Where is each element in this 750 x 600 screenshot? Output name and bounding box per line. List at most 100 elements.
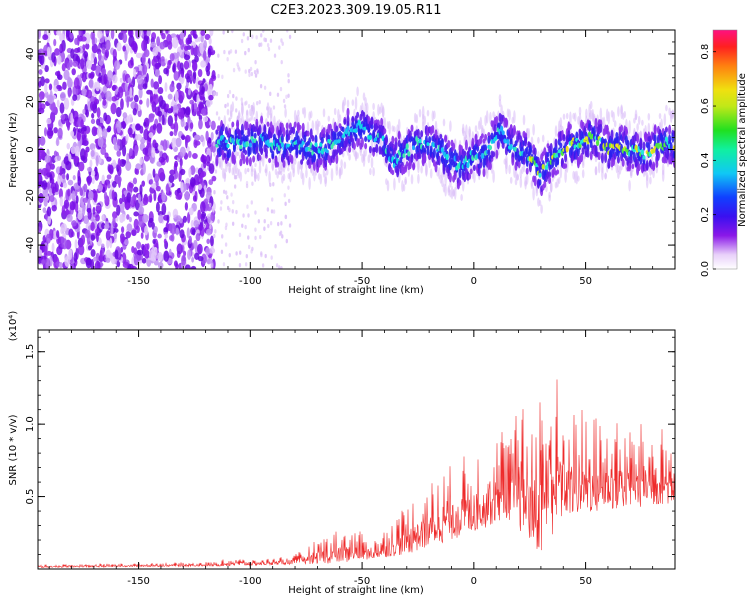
noise-blob: [101, 214, 105, 221]
noise-blob: [44, 155, 51, 163]
halo-blob: [244, 168, 247, 175]
band-blob: [525, 167, 529, 175]
band-blob: [370, 117, 374, 125]
band-blob: [255, 146, 259, 154]
noise-blob: [46, 127, 54, 139]
speckle-blob: [246, 36, 250, 41]
halo-blob: [417, 158, 420, 171]
noise-blob: [130, 57, 134, 66]
speckle-blob: [247, 167, 250, 173]
halo-blob: [508, 109, 511, 121]
band-blob: [562, 134, 566, 140]
spectrogram-ylabel: Frequency (Hz): [8, 112, 19, 188]
noise-blob: [152, 168, 156, 178]
noise-blob: [133, 94, 139, 103]
noise-blob: [77, 175, 82, 187]
noise-blob: [48, 83, 53, 91]
band-blob: [482, 167, 486, 178]
halo-blob: [386, 180, 390, 192]
noise-blob: [194, 55, 199, 63]
noise-blob: [84, 149, 88, 159]
band-blob: [258, 124, 262, 135]
halo-blob: [351, 99, 355, 107]
noise-blob: [57, 174, 62, 186]
band-blob: [624, 129, 628, 135]
band-blob: [432, 147, 436, 158]
noise-blob: [174, 112, 178, 123]
speckle-blob: [251, 181, 254, 186]
band-blob: [586, 148, 590, 158]
band-blob: [567, 121, 571, 133]
band-blob: [268, 158, 272, 164]
noise-blob: [151, 32, 157, 41]
noise-blob: [53, 38, 57, 47]
noise-blob: [45, 162, 52, 173]
spectrogram-xtick-label: -50: [354, 276, 370, 287]
halo-blob: [562, 113, 566, 120]
noise-blob: [179, 217, 183, 224]
speckle-blob: [248, 68, 251, 74]
speckle-blob: [288, 34, 292, 40]
noise-blob: [156, 36, 161, 47]
noise-blob: [172, 104, 179, 115]
band-blob: [397, 130, 401, 141]
noise-blob: [127, 77, 132, 84]
noise-blob: [203, 39, 207, 50]
speckle-blob: [253, 69, 257, 75]
noise-blob: [53, 150, 58, 157]
speckle-blob: [281, 41, 284, 46]
noise-blob: [116, 204, 121, 216]
speckle-blob: [254, 59, 257, 65]
noise-blob: [161, 114, 165, 126]
halo-blob: [308, 177, 311, 190]
speckle-blob: [250, 249, 253, 254]
noise-blob: [86, 89, 93, 99]
noise-blob: [51, 155, 57, 164]
halo-blob: [565, 159, 569, 173]
noise-blob: [190, 219, 195, 228]
noise-blob: [200, 201, 206, 214]
speckle-blob: [287, 93, 290, 98]
noise-blob: [178, 90, 185, 102]
halo-blob: [362, 154, 366, 167]
halo-blob: [465, 124, 468, 139]
band-blob: [559, 142, 563, 149]
halo-blob: [317, 120, 321, 127]
band-blob: [668, 124, 672, 136]
speckle-blob: [224, 103, 227, 109]
halo-blob: [525, 172, 529, 185]
noise-blob: [71, 220, 77, 227]
noise-blob: [122, 32, 128, 44]
halo-blob: [505, 160, 508, 175]
noise-blob: [176, 51, 180, 58]
speckle-blob: [287, 167, 290, 172]
noise-blob: [135, 134, 143, 141]
noise-blob: [42, 34, 49, 41]
band-blob: [404, 165, 408, 173]
band-blob: [495, 149, 499, 159]
halo-blob: [647, 122, 651, 135]
noise-blob: [157, 86, 164, 95]
halo-blob: [303, 106, 307, 119]
band-blob: [556, 159, 560, 166]
noise-blob: [106, 238, 110, 249]
noise-blob: [51, 204, 57, 212]
noise-blob: [44, 127, 48, 137]
noise-blob: [129, 87, 133, 99]
noise-blob: [40, 76, 45, 87]
band-blob: [511, 156, 515, 166]
noise-blob: [110, 223, 114, 236]
noise-blob: [167, 93, 173, 100]
noise-blob: [143, 35, 149, 41]
band-blob: [320, 136, 324, 144]
noise-blob: [164, 82, 168, 93]
band-blob: [306, 130, 310, 137]
band-blob: [263, 123, 267, 133]
noise-blob: [141, 257, 147, 264]
band-blob: [295, 148, 299, 156]
noise-blob: [89, 159, 93, 168]
speckle-blob: [269, 91, 272, 97]
band-blob: [221, 123, 225, 132]
noise-blob: [97, 183, 104, 192]
band-blob: [653, 134, 657, 143]
